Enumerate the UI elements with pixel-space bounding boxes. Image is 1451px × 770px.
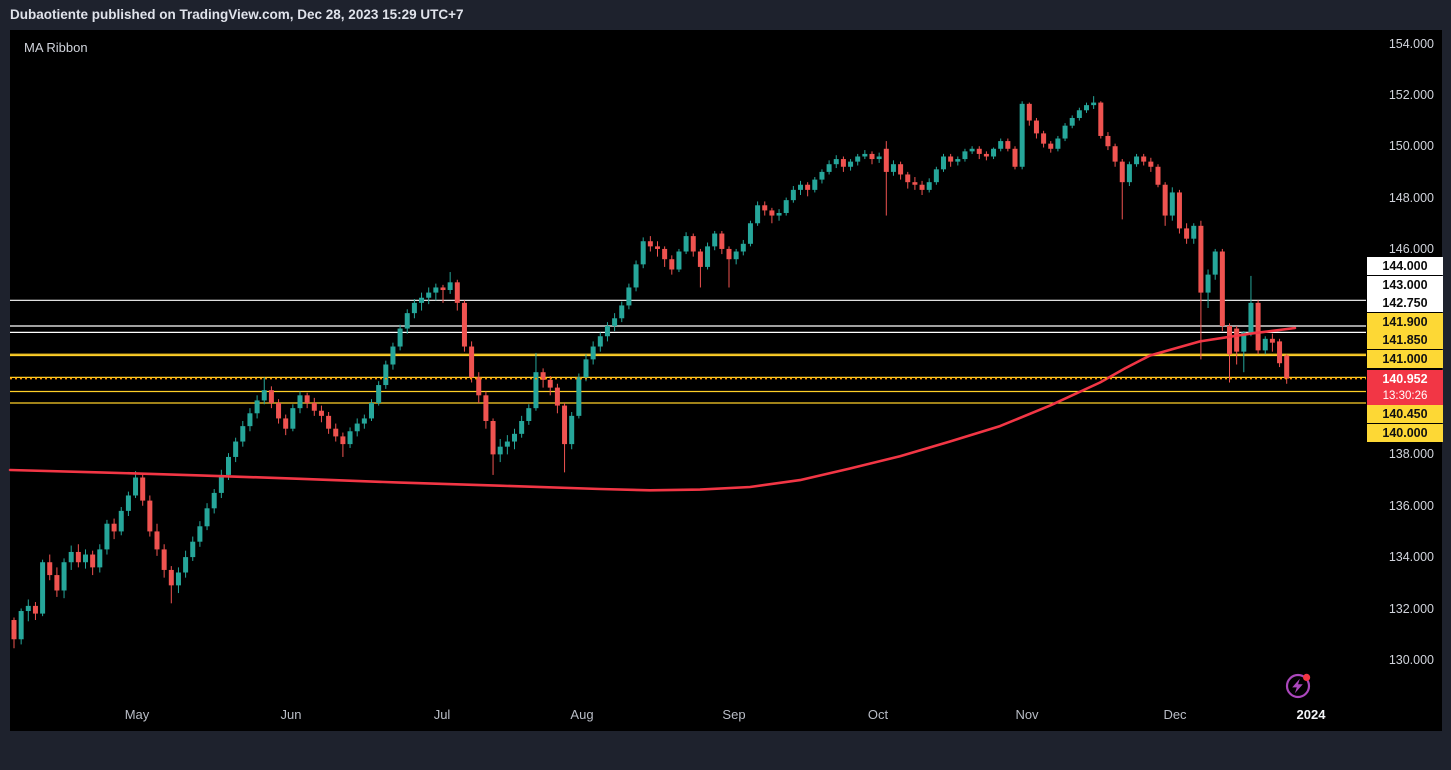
indicator-label: MA Ribbon <box>24 40 88 55</box>
price-axis-tick: 136.000 <box>1388 498 1434 513</box>
time-axis-month-label: Jul <box>433 707 451 722</box>
price-axis-tick: 148.000 <box>1388 190 1434 205</box>
time-axis-month-label: Aug <box>570 707 594 722</box>
price-level-label: 140.450 <box>1367 405 1443 423</box>
time-axis-month-label: Sep <box>722 707 746 722</box>
price-level-label: 140.000 <box>1367 423 1443 442</box>
price-level-label: 141.850 <box>1367 331 1443 349</box>
price-axis-tick: 146.000 <box>1388 241 1434 256</box>
price-level-label: 141.900 <box>1367 312 1443 331</box>
price-axis-tick: 150.000 <box>1388 139 1434 154</box>
chart-pane[interactable] <box>10 30 1442 731</box>
price-axis-tick: 134.000 <box>1388 550 1434 565</box>
time-axis-month-label: Jun <box>280 707 302 722</box>
price-level-label: 141.000 <box>1367 349 1443 368</box>
price-axis-tick: 154.000 <box>1388 36 1434 51</box>
lightning-circle-icon[interactable] <box>1283 671 1313 701</box>
time-axis-month-label: Oct <box>867 707 889 722</box>
attribution-bar: Dubaotiente published on TradingView.com… <box>0 0 1451 30</box>
price-level-label: 142.750 <box>1367 294 1443 312</box>
time-axis-month-label: May <box>124 707 150 722</box>
time-axis-year-label: 2024 <box>1296 707 1326 722</box>
price-axis-tick: 130.000 <box>1388 652 1434 667</box>
time-axis-month-label: Dec <box>1163 707 1187 722</box>
bar-countdown-label: 13:30:26 <box>1367 386 1443 405</box>
time-axis-month-label: Nov <box>1015 707 1039 722</box>
price-axis-tick: 152.000 <box>1388 87 1434 102</box>
attribution-text: Dubaotiente published on TradingView.com… <box>10 7 464 22</box>
price-axis-tick: 138.000 <box>1388 447 1434 462</box>
price-level-label: 144.000 <box>1367 257 1443 275</box>
price-level-label: 143.000 <box>1367 275 1443 294</box>
footer-bar: TradingView <box>0 731 1451 770</box>
price-axis-tick: 132.000 <box>1388 601 1434 616</box>
last-price-label: 140.952 <box>1367 370 1443 388</box>
